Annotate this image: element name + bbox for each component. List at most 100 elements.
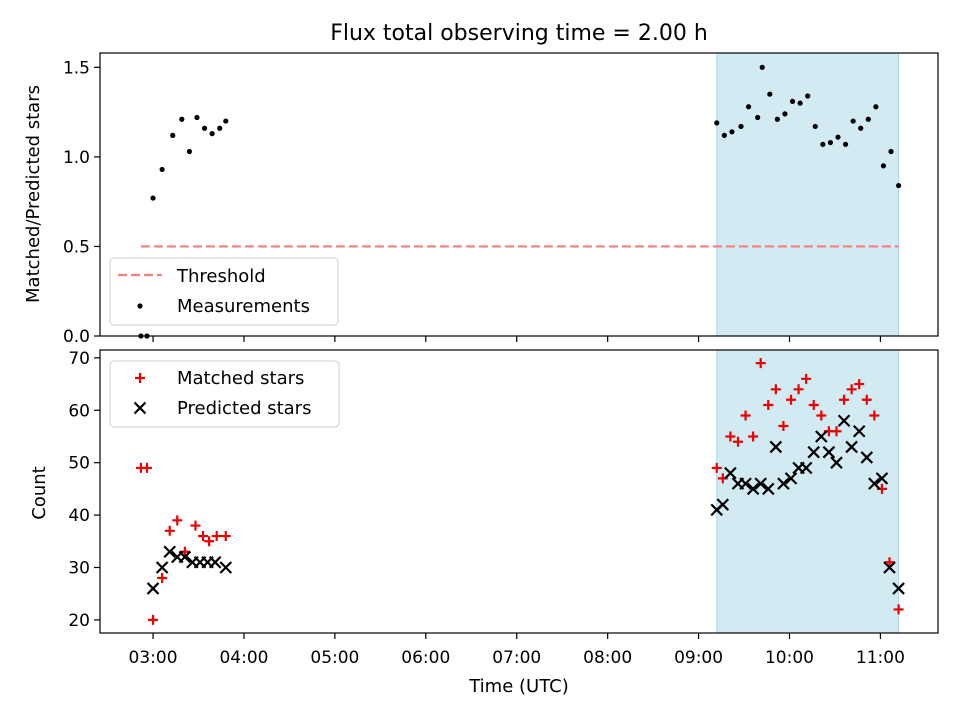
time-x-tick-label: 05:00 xyxy=(310,648,359,668)
time-x-tick-label: 11:00 xyxy=(856,648,905,668)
predicted-stars-point xyxy=(845,440,858,454)
predicted-stars-point xyxy=(746,482,760,496)
measurement-point xyxy=(217,125,223,131)
matched-stars-point xyxy=(725,431,736,442)
measurement-point xyxy=(223,118,229,124)
matched-stars-legend-swatch xyxy=(135,373,145,383)
ratio-y-tick-label: 1.5 xyxy=(63,58,90,78)
measurement-point xyxy=(159,166,165,173)
predicted-stars-point xyxy=(155,561,169,574)
measurement-point xyxy=(767,91,773,97)
measurements-legend-label: Measurements xyxy=(177,296,310,317)
matched-stars-point xyxy=(801,373,812,384)
predicted-stars-point xyxy=(822,445,836,459)
predicted-stars-point xyxy=(837,414,851,428)
matched-stars-point xyxy=(740,410,751,421)
measurement-point xyxy=(179,116,185,122)
measurement-point xyxy=(774,116,780,122)
count-y-tick-label: 20 xyxy=(68,611,90,631)
count-plot: 20 30 40 50 60 70 03:00 04:00 05:00 06:00 07:00 08:… xyxy=(68,349,939,668)
count-series-0 xyxy=(135,358,904,625)
ratio-plot: 0.0 0.5 1.0 1.5 xyxy=(63,52,939,347)
measurement-point xyxy=(759,64,765,70)
measurement-point xyxy=(714,120,720,126)
predicted-stars-point xyxy=(777,477,790,490)
matched-stars-point xyxy=(755,358,766,369)
time-x-axis-label: Time (UTC) xyxy=(468,676,569,697)
measurement-point xyxy=(789,98,796,104)
count-legend-box xyxy=(109,360,340,428)
measurement-point xyxy=(842,141,849,147)
matched-stars-point xyxy=(786,394,797,405)
predicted-stars-point xyxy=(852,424,866,438)
count-y-tick-label: 40 xyxy=(68,506,90,526)
matched-stars-point xyxy=(869,410,880,421)
matched-stars-point xyxy=(748,431,759,442)
predicted-stars-point xyxy=(799,461,813,475)
count-y-tick-label: 50 xyxy=(68,454,90,474)
predicted-stars-point xyxy=(875,472,889,485)
measurement-point xyxy=(201,125,208,131)
matched-stars-point xyxy=(808,400,819,411)
ratio-y-tick-label: 0.0 xyxy=(63,327,90,347)
predicted-stars-point xyxy=(219,561,233,574)
time-x-tick-label: 09:00 xyxy=(674,648,723,668)
matched-stars-point xyxy=(770,384,781,395)
predicted-stars-point xyxy=(739,477,752,490)
time-x-tick-label: 07:00 xyxy=(492,648,541,668)
matched-stars-point xyxy=(839,394,850,405)
matched-stars-point xyxy=(854,379,865,390)
measurement-point xyxy=(721,132,727,138)
predicted-stars-point xyxy=(762,482,775,496)
threshold-legend-label: Threshold xyxy=(176,266,266,287)
matched-stars-point xyxy=(172,515,183,526)
measurement-point xyxy=(896,182,902,189)
ratio-legend: Threshold Measurements xyxy=(109,257,339,326)
time-x-tick-label: 08:00 xyxy=(583,648,632,668)
measurements-legend-swatch xyxy=(137,303,143,309)
figure-title: Flux total observing time = 2.00 h xyxy=(330,21,708,46)
ratio-plot-frame xyxy=(99,52,939,337)
count-y-tick-label: 60 xyxy=(68,401,90,421)
matched-stars-point xyxy=(793,384,804,395)
measurement-point xyxy=(835,134,841,140)
measurement-point xyxy=(170,132,176,138)
matched-stars-point xyxy=(157,572,168,583)
count-y-tick-label: 70 xyxy=(68,349,90,369)
measurement-point xyxy=(150,195,156,201)
matched-stars-legend-label: Matched stars xyxy=(177,368,304,389)
measurement-point xyxy=(873,104,879,110)
measurement-point xyxy=(805,93,811,99)
matched-stars-point xyxy=(846,384,857,395)
count-highlight-span xyxy=(716,349,900,634)
predicted-stars-legend-swatch xyxy=(133,401,147,415)
measurement-point xyxy=(827,139,834,146)
predicted-stars-point xyxy=(883,561,896,574)
ratio-y-tick-label: 0.5 xyxy=(63,237,90,257)
measurement-point xyxy=(880,163,887,169)
matched-stars-point xyxy=(831,426,842,437)
measurement-point xyxy=(888,148,894,155)
predicted-stars-point xyxy=(807,445,821,459)
predicted-stars-point xyxy=(815,430,828,443)
ratio-y-tick-label: 1.0 xyxy=(63,148,90,168)
measurement-point xyxy=(820,141,826,147)
matched-stars-point xyxy=(190,520,201,531)
time-x-tick-label: 10:00 xyxy=(765,648,814,668)
count-plot-frame xyxy=(99,349,939,634)
predicted-stars-point xyxy=(754,477,767,490)
matched-stars-point xyxy=(778,420,789,431)
predicted-stars-point xyxy=(860,451,874,464)
matched-stars-point xyxy=(861,394,872,405)
predicted-stars-point xyxy=(830,456,843,469)
time-x-tick-label: 03:00 xyxy=(129,648,178,668)
measurement-point xyxy=(797,100,803,106)
predicted-stars-point xyxy=(892,582,905,595)
matched-stars-point xyxy=(141,462,152,473)
predicted-stars-legend-marker xyxy=(133,401,147,415)
ratio-legend-box xyxy=(109,257,339,326)
matched-stars-point xyxy=(211,531,222,542)
measurement-point xyxy=(865,116,871,122)
predicted-stars-legend-label: Predicted stars xyxy=(177,398,311,419)
